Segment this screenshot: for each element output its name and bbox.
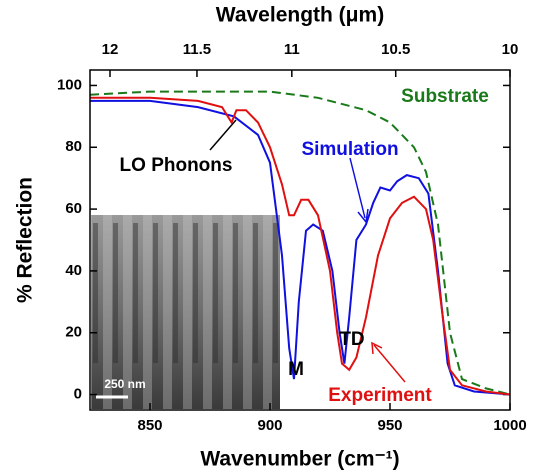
y-tick-label: 0: [74, 386, 82, 403]
annotation-arrows: [209, 119, 406, 383]
y-tick-label: 60: [65, 200, 82, 217]
y-tick-label: 100: [57, 76, 82, 93]
x2-tick-label: 12: [102, 41, 119, 58]
x2-axis-title: Wavelength (μm): [216, 4, 384, 27]
series-line: [90, 96, 511, 396]
x2-tick-label: 11.5: [183, 41, 211, 58]
x-tick-label: 900: [257, 417, 282, 434]
annotation: TD: [339, 329, 364, 350]
y-tick-label: 80: [65, 138, 82, 155]
x-tick-label: 850: [137, 417, 162, 434]
x2-tick-label: 11: [284, 41, 300, 58]
series-line: [90, 99, 511, 396]
x2-tick-label: 10: [502, 41, 519, 58]
series-line: [89, 90, 511, 396]
annotation: M: [288, 359, 304, 380]
annotation: 250 nm: [104, 377, 145, 391]
annotation: Simulation: [301, 139, 398, 160]
x-tick-label: 950: [377, 417, 402, 434]
y-axis-title: % Reflection: [14, 177, 37, 303]
annotation: LO Phonons: [120, 155, 233, 176]
x2-tick-label: 10.5: [381, 41, 410, 58]
y-tick-label: 20: [65, 324, 82, 341]
sem-inset: [91, 215, 280, 409]
plot-frame: [89, 69, 511, 411]
annotation: Experiment: [328, 385, 432, 406]
x-tick-label: 1000: [493, 417, 526, 434]
annotation: Substrate: [401, 86, 489, 107]
y-tick-label: 40: [65, 262, 82, 279]
x-axis-title: Wavenumber (cm⁻¹): [200, 448, 399, 471]
